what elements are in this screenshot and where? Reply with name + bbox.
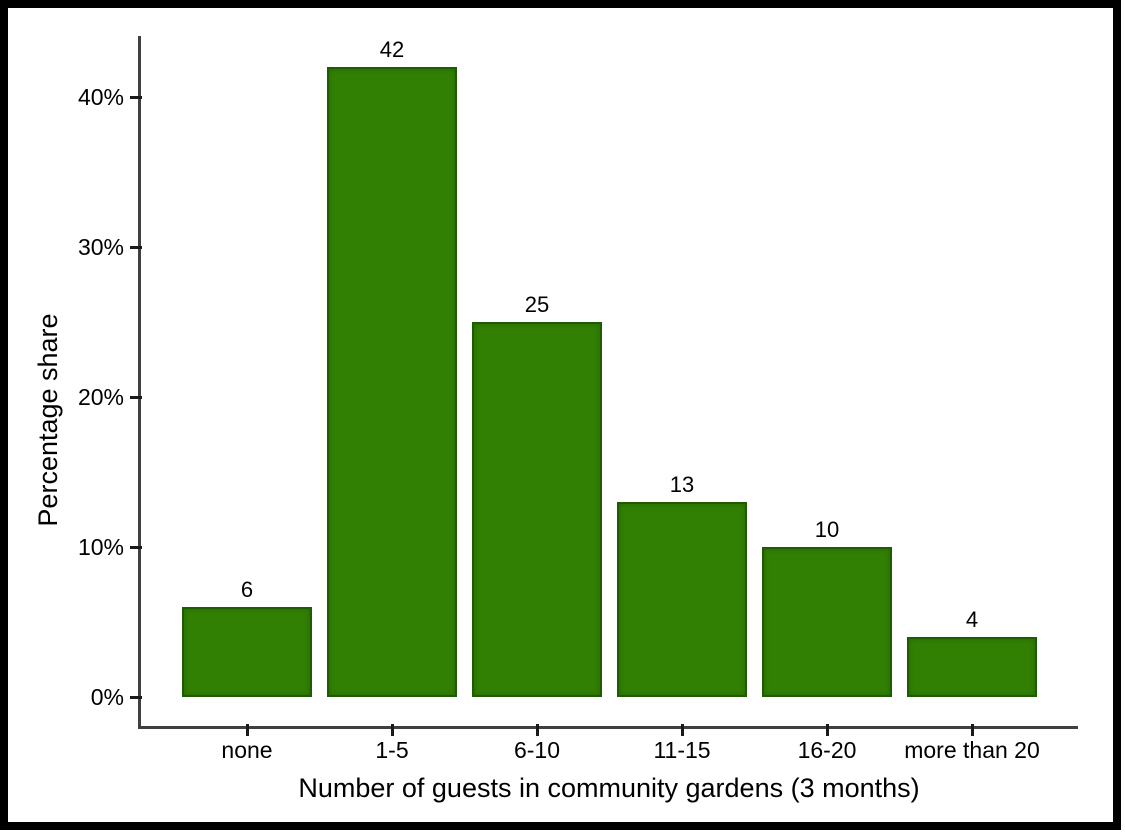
- y-tick-label: 0%: [90, 684, 124, 710]
- x-tick-mark: [246, 724, 249, 736]
- x-tick-mark: [971, 724, 974, 736]
- x-axis-line: [138, 726, 1078, 729]
- bar-value-label: 6: [240, 577, 254, 602]
- y-tick-label: 20%: [77, 384, 124, 410]
- bar-value-label: 4: [965, 607, 979, 632]
- y-axis-line: [138, 36, 141, 729]
- y-tick-label: 10%: [77, 534, 124, 560]
- x-tick-label: 1-5: [375, 737, 409, 763]
- x-tick-label: 11-15: [653, 737, 711, 763]
- x-tick-mark: [536, 724, 539, 736]
- bar-value-label: 13: [669, 472, 695, 497]
- bar-more-than-20: [907, 637, 1037, 697]
- bar-value-label: 10: [814, 517, 840, 542]
- y-tick-mark: [130, 246, 142, 249]
- x-tick-mark: [826, 724, 829, 736]
- bar-value-label: 25: [524, 292, 550, 317]
- y-tick-mark: [130, 546, 142, 549]
- bar-11-15: [617, 502, 747, 697]
- bar-6-10: [472, 322, 602, 697]
- y-tick-mark: [130, 696, 142, 699]
- x-axis-title: Number of guests in community gardens (3…: [298, 773, 920, 803]
- x-tick-mark: [681, 724, 684, 736]
- bar-none: [182, 607, 312, 697]
- y-tick-mark: [130, 396, 142, 399]
- y-axis-title: Percentage share: [33, 313, 63, 527]
- bar-1-5: [327, 67, 457, 697]
- x-tick-label: more than 20: [904, 737, 1040, 763]
- y-tick-label: 40%: [77, 84, 124, 110]
- y-tick-mark: [130, 96, 142, 99]
- x-tick-label: 6-10: [513, 737, 561, 763]
- x-tick-mark: [391, 724, 394, 736]
- y-tick-label: 30%: [77, 234, 124, 260]
- x-tick-label: none: [221, 737, 273, 763]
- bar-16-20: [762, 547, 892, 697]
- x-tick-label: 16-20: [797, 737, 857, 763]
- bar-value-label: 42: [379, 37, 405, 62]
